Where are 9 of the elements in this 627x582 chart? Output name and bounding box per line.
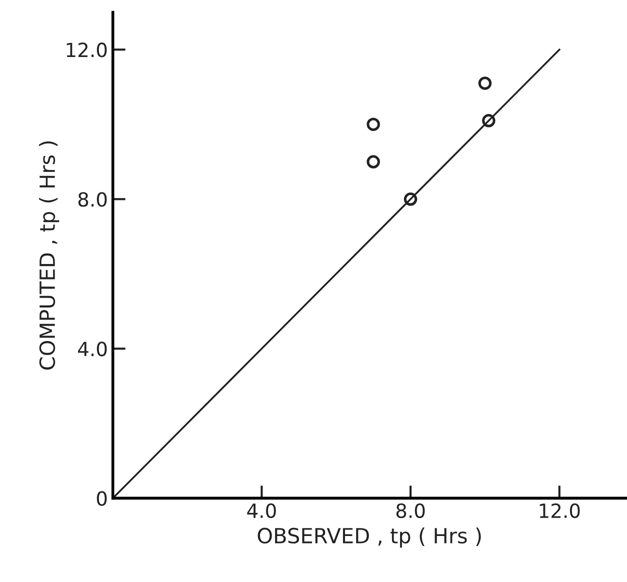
x-axis-title: OBSERVED , tp ( Hrs ) <box>258 527 481 548</box>
x-tick-label: 12.0 <box>540 503 580 518</box>
y-axis-title: COMPUTED , tp ( Hrs ) <box>39 141 60 370</box>
y-tick-label: 12.0 <box>66 42 107 58</box>
y-tick-label: 4.0 <box>78 342 107 356</box>
y-tick-label: 8.0 <box>78 192 107 207</box>
x-tick-label: 8.0 <box>396 503 425 518</box>
x-tick-label: 4.0 <box>247 503 276 518</box>
y-tick-label: 0 <box>96 491 107 506</box>
